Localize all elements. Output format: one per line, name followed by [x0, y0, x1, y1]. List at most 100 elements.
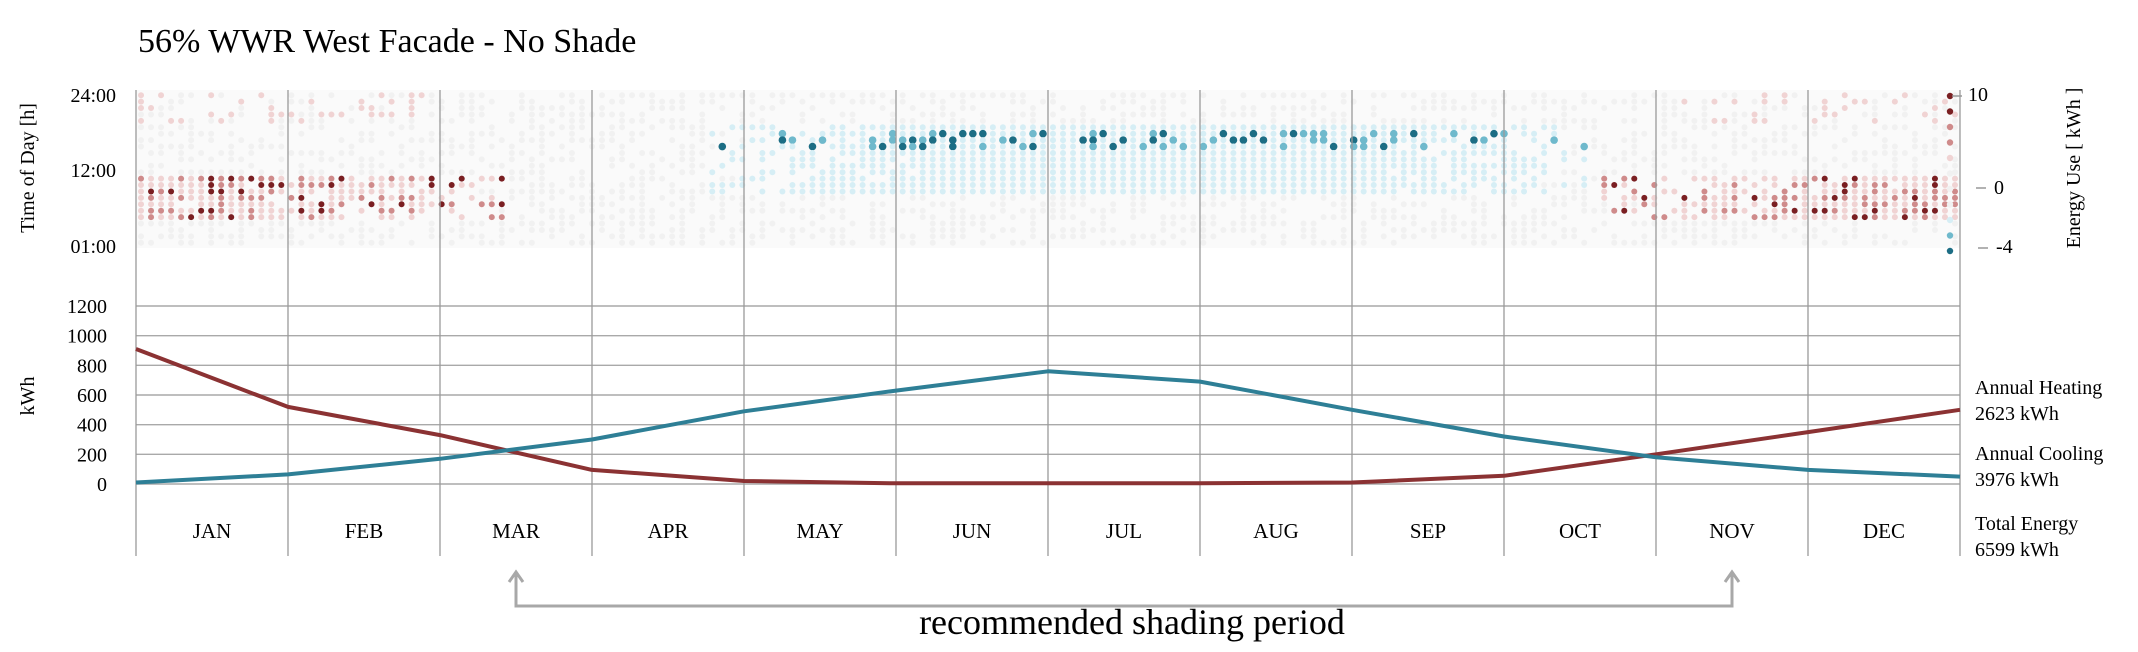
heatmap-cell	[1230, 149, 1237, 156]
heatmap-cell	[1440, 207, 1447, 214]
heatmap-cell	[1691, 233, 1698, 240]
heatmap-cell	[1200, 162, 1207, 169]
heatmap-cell	[959, 143, 966, 150]
heatmap-cell	[508, 226, 515, 233]
heatmap-cell	[1871, 105, 1878, 112]
heatmap-cell	[919, 214, 926, 221]
heatmap-cell	[679, 220, 686, 227]
heatmap-cell	[1871, 162, 1878, 169]
heatmap-cell	[398, 188, 405, 195]
heatmap-cell	[719, 214, 726, 221]
heatmap-cell	[1911, 207, 1918, 214]
heatmap-cell	[558, 226, 565, 233]
heatmap-cell	[188, 207, 195, 214]
heatmap-cell	[1080, 111, 1087, 118]
heatmap-cell	[1701, 124, 1708, 131]
heatmap-cell	[779, 188, 786, 195]
heatmap-cell	[1320, 182, 1327, 189]
heatmap-cell	[1951, 214, 1958, 221]
heatmap-cell	[669, 214, 676, 221]
heatmap-cell	[1380, 233, 1387, 240]
heatmap-cell	[1080, 220, 1087, 227]
heatmap-cell	[1130, 188, 1137, 195]
heatmap-y-axis-label: Time of Day [h]	[17, 103, 39, 233]
heatmap-cell	[228, 130, 235, 137]
heatmap-cell	[1370, 105, 1377, 112]
heatmap-cell	[1601, 220, 1608, 227]
heatmap-cell	[659, 156, 666, 163]
heatmap-cell	[819, 226, 826, 233]
heatmap-cell	[779, 226, 786, 233]
heatmap-cell	[1831, 226, 1838, 233]
heatmap-cell	[989, 169, 996, 176]
heatmap-cell	[649, 92, 656, 99]
heatmap-cell	[388, 111, 395, 118]
heatmap-cell	[1200, 226, 1207, 233]
heatmap-cell	[1130, 92, 1137, 99]
heatmap-cell	[1170, 201, 1177, 208]
heatmap-cell	[939, 220, 946, 227]
month-dividers	[135, 90, 1961, 556]
heatmap-cell	[418, 201, 425, 208]
total-energy-label: Total Energy	[1975, 513, 2078, 535]
heatmap-cell	[1179, 142, 1188, 151]
heatmap-cell	[1511, 201, 1518, 208]
heatmap-cell	[428, 92, 435, 99]
heatmap-cell	[759, 124, 766, 131]
heatmap-cell	[1931, 188, 1938, 195]
heatmap-cell	[408, 137, 415, 144]
heatmap-cell	[819, 130, 826, 137]
heatmap-cell	[298, 111, 305, 118]
heatmap-cell	[1050, 98, 1057, 105]
heatmap-cell	[899, 233, 906, 240]
heatmap-cell	[1781, 124, 1788, 131]
heatmap-cell	[1330, 175, 1337, 182]
y-tick-label: 800	[77, 355, 107, 377]
heatmap-cell	[218, 233, 225, 240]
heatmap-cell	[1681, 214, 1688, 221]
heatmap-cell	[1591, 124, 1598, 131]
heatmap-cell	[1110, 130, 1117, 137]
heatmap-cell	[1320, 105, 1327, 112]
heatmap-cell	[1110, 117, 1117, 124]
heatmap-cell	[1911, 156, 1918, 163]
heatmap-cell	[1841, 137, 1848, 144]
heatmap-cell	[1070, 169, 1077, 176]
heatmap-cell	[869, 124, 876, 131]
heatmap-cell	[1430, 130, 1437, 137]
heatmap-cell	[1841, 207, 1848, 214]
heatmap-cell	[488, 175, 495, 182]
heatmap-cell	[709, 182, 716, 189]
heatmap-cell	[819, 214, 826, 221]
heatmap-cell	[1851, 220, 1858, 227]
heatmap-cell	[1821, 98, 1828, 105]
heatmap-cell	[298, 182, 305, 189]
heatmap-cell	[578, 117, 585, 124]
heatmap-cell	[1280, 149, 1287, 156]
heatmap-cell	[709, 214, 716, 221]
heatmap-cell	[949, 214, 956, 221]
heatmap-cell	[1140, 111, 1147, 118]
heatmap-cell	[929, 201, 936, 208]
heatmap-cell	[218, 149, 225, 156]
heatmap-cell	[889, 149, 896, 156]
heatmap-cell	[1199, 142, 1208, 151]
heatmap-cell	[1541, 214, 1548, 221]
heatmap-cell	[458, 143, 465, 150]
heatmap-cell	[949, 156, 956, 163]
heatmap-cell	[1721, 220, 1728, 227]
heatmap-cell	[298, 207, 305, 214]
heatmap-cell	[1831, 156, 1838, 163]
heatmap-cell	[1440, 98, 1447, 105]
heatmap-cell	[1511, 156, 1518, 163]
heatmap-cell	[1831, 188, 1838, 195]
heatmap-cell	[929, 239, 936, 246]
heatmap-cell	[378, 239, 385, 246]
heatmap-cell	[669, 239, 676, 246]
heatmap-cell	[428, 220, 435, 227]
heatmap-cell	[1140, 137, 1147, 144]
heatmap-cell	[639, 207, 646, 214]
heatmap-cell	[308, 214, 315, 221]
heatmap-cell	[238, 111, 245, 118]
heatmap-cell	[959, 98, 966, 105]
